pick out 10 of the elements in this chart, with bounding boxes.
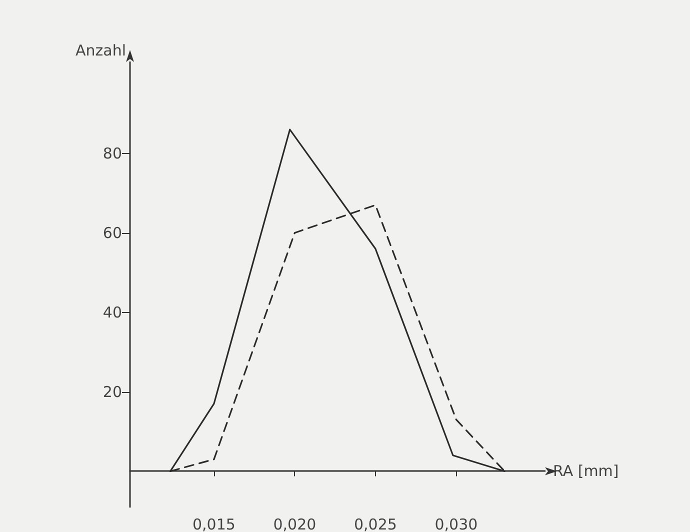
y-tick-label: 80	[102, 144, 122, 162]
y-axis-title: Anzahl	[75, 42, 126, 60]
x-tick-label: 0,030	[434, 516, 478, 532]
x-tick-label: 0,015	[192, 516, 236, 532]
y-tick-label: 40	[102, 303, 122, 322]
y-tick-label: 20	[102, 382, 122, 401]
x-tick-label: 0,020	[273, 516, 316, 532]
x-tick-label: 0,025	[354, 516, 397, 532]
y-tick-label: 60	[102, 224, 122, 242]
x-axis-title: RA [mm]	[553, 462, 619, 480]
